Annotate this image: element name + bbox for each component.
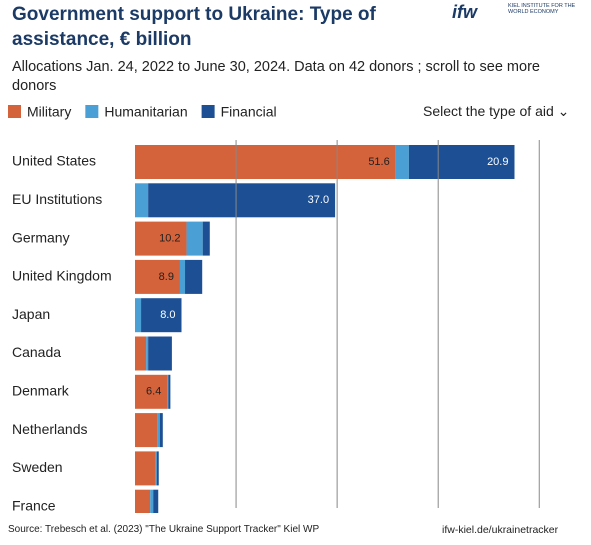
- data-label: 8.9: [159, 271, 174, 283]
- bar-segment: [135, 413, 158, 448]
- bar-segment: [153, 489, 159, 513]
- bar-segment: [148, 183, 336, 218]
- legend-label: Military: [27, 104, 71, 120]
- bar-segment: [159, 413, 163, 448]
- logo: ifw: [452, 2, 477, 22]
- data-label: 6.4: [146, 386, 161, 398]
- bar-segment: [395, 145, 409, 179]
- bar-segment: [168, 374, 171, 409]
- y-tick-label: Denmark: [12, 383, 70, 399]
- y-tick-label: Netherlands: [12, 421, 88, 437]
- y-tick-label: France: [12, 497, 56, 513]
- bar-segment: [135, 183, 149, 218]
- dropdown-label[interactable]: Select the type of aid: [423, 103, 554, 119]
- bar-segment: [155, 451, 157, 486]
- bar-segment: [135, 489, 151, 513]
- source: Source: Trebesch et al. (2023) "The Ukra…: [8, 524, 320, 535]
- chart-title: Government support to Ukraine: Type of a…: [12, 4, 376, 50]
- y-tick-label: EU Institutions: [12, 191, 102, 207]
- bar-segment: [135, 259, 180, 294]
- bar-segment: [135, 374, 168, 409]
- logo-text: KIEL INSTITUTE FOR THE WORLD ECONOMY: [508, 3, 576, 15]
- bar-segment: [150, 489, 154, 513]
- y-tick-label: Canada: [12, 344, 61, 360]
- bar-segment: [185, 259, 203, 294]
- bar-segment: [135, 145, 396, 179]
- dropdown-arrow[interactable]: ⌄: [557, 103, 570, 119]
- chart-subtitle: Allocations Jan. 24, 2022 to June 30, 20…: [12, 59, 540, 94]
- bar-segment: [135, 451, 156, 486]
- data-label: 8.0: [160, 309, 175, 321]
- bar-segment: [141, 298, 182, 333]
- data-label: 20.9: [487, 156, 508, 168]
- y-tick-label: United Kingdom: [12, 268, 112, 284]
- y-tick-label: Japan: [12, 306, 50, 322]
- bar-segment: [167, 374, 169, 409]
- bar-segment: [148, 336, 172, 371]
- bar-segment: [146, 336, 149, 371]
- legend-swatch: [85, 105, 99, 118]
- legend-swatch: [8, 105, 21, 118]
- bar-segment: [408, 145, 515, 179]
- data-label: 51.6: [368, 156, 389, 168]
- bar-segment: [135, 298, 142, 333]
- aid-type-dropdown[interactable]: Select the type of aid ⌄: [423, 103, 569, 120]
- bar-segment: [135, 221, 187, 256]
- legend-swatch: [201, 105, 215, 118]
- y-tick-label: United States: [12, 153, 96, 169]
- legend-label: Financial: [221, 104, 277, 120]
- bar-segment: [179, 259, 186, 294]
- bar-segment: [202, 221, 210, 256]
- bar-segment: [186, 221, 203, 256]
- legend-label: Humanitarian: [104, 104, 187, 120]
- data-label: 37.0: [308, 194, 329, 206]
- bar-segment: [135, 336, 147, 371]
- y-tick-label: Germany: [12, 229, 70, 245]
- y-tick-label: Sweden: [12, 459, 63, 475]
- source-link[interactable]: ifw-kiel.de/ukrainetracker: [442, 524, 559, 536]
- bar-segment: [157, 413, 160, 448]
- data-label: 10.2: [159, 233, 180, 245]
- bar-segment: [156, 451, 159, 486]
- plot-area: United States 51.6 20.9 EU Institutions 37.0…: [12, 145, 515, 513]
